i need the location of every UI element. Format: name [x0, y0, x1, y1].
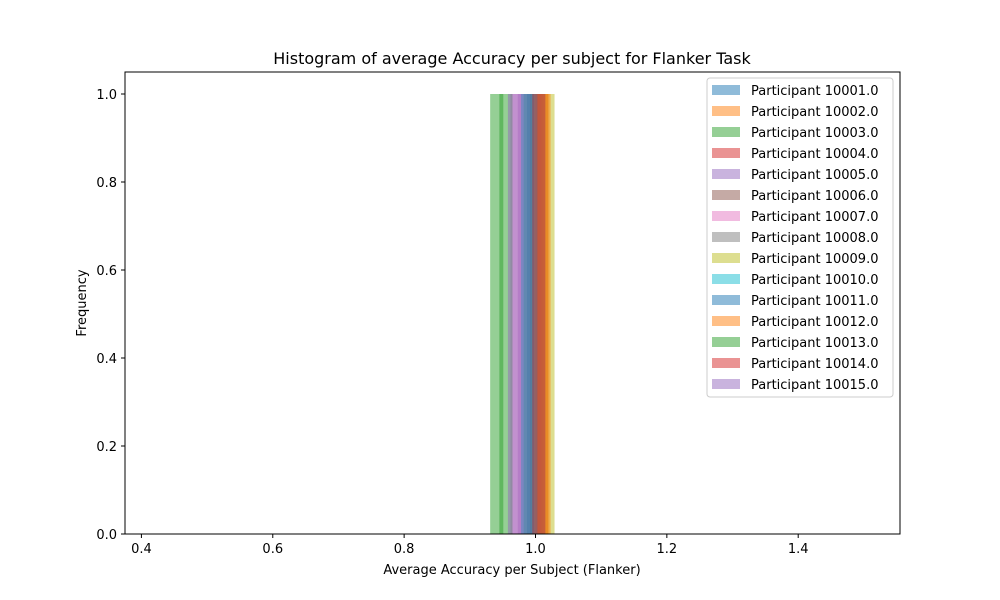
- legend-label-2: Participant 10002.0: [751, 105, 878, 120]
- legend-swatch-7: [712, 211, 740, 221]
- legend-label-6: Participant 10006.0: [751, 189, 878, 204]
- chart-title: Histogram of average Accuracy per subjec…: [273, 49, 751, 68]
- legend-label-13: Participant 10013.0: [751, 336, 878, 351]
- y-tick-label: 0.8: [96, 176, 117, 191]
- x-tick-label: 0.8: [394, 542, 415, 557]
- bars-group: [490, 94, 555, 534]
- legend-swatch-13: [712, 337, 740, 347]
- y-axis-ticks: 0.0 0.2 0.4 0.6 0.8 1.0: [96, 88, 125, 543]
- legend-swatch-10: [712, 274, 740, 284]
- legend-frame: [706, 77, 894, 398]
- bar-participant-15: [507, 94, 522, 534]
- legend-label-5: Participant 10005.0: [751, 168, 878, 183]
- plot-frame: [124, 71, 901, 535]
- x-axis-ticks: 0.4 0.6 0.8 1.0 1.2 1.4: [131, 534, 809, 557]
- y-tick-label: 1.0: [96, 88, 117, 103]
- x-tick-label: 1.0: [525, 542, 546, 557]
- legend-swatch-6: [712, 190, 740, 200]
- legend-swatch-4: [712, 148, 740, 158]
- bar-participant-11: [521, 94, 535, 534]
- legend-label-4: Participant 10004.0: [751, 147, 878, 162]
- legend-label-15: Participant 10015.0: [751, 378, 878, 393]
- y-tick-label: 0.2: [96, 440, 117, 455]
- legend-swatch-9: [712, 253, 740, 263]
- legend-label-8: Participant 10008.0: [751, 231, 878, 246]
- y-tick-label: 0.6: [96, 264, 117, 279]
- legend-swatch-2: [712, 106, 740, 116]
- legend-label-3: Participant 10003.0: [751, 126, 878, 141]
- legend-swatch-3: [712, 127, 740, 137]
- legend-swatch-11: [712, 295, 740, 305]
- legend-swatch-14: [712, 358, 740, 368]
- x-tick-label: 0.4: [131, 542, 152, 557]
- y-tick-label: 0.4: [96, 352, 117, 367]
- legend-label-9: Participant 10009.0: [751, 252, 878, 267]
- x-tick-label: 0.6: [262, 542, 283, 557]
- legend-swatch-12: [712, 316, 740, 326]
- legend-label-7: Participant 10007.0: [751, 210, 878, 225]
- legend-label-11: Participant 10011.0: [751, 294, 878, 309]
- x-axis-label: Average Accuracy per Subject (Flanker): [383, 563, 640, 578]
- legend-swatch-1: [712, 85, 740, 95]
- legend-swatch-8: [712, 232, 740, 242]
- legend-swatch-5: [712, 169, 740, 179]
- legend-label-10: Participant 10010.0: [751, 273, 878, 288]
- bar-participant-14: [532, 94, 546, 534]
- legend-label-1: Participant 10001.0: [751, 84, 878, 99]
- x-tick-label: 1.4: [788, 542, 809, 557]
- y-tick-label: 0.0: [96, 528, 117, 543]
- y-axis-label: Frequency: [75, 269, 90, 336]
- legend: Participant 10001.0 Participant 10002.0 Pa…: [706, 77, 894, 398]
- legend-swatch-15: [712, 379, 740, 389]
- legend-label-12: Participant 10012.0: [751, 315, 878, 330]
- legend-label-14: Participant 10014.0: [751, 357, 878, 372]
- x-tick-label: 1.2: [656, 542, 677, 557]
